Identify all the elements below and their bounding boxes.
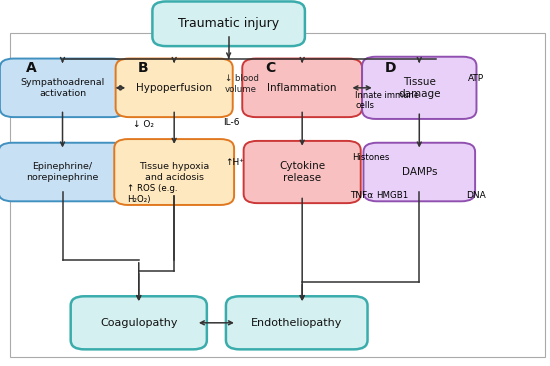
Text: ↓ O₂: ↓ O₂	[133, 120, 155, 129]
FancyBboxPatch shape	[364, 143, 475, 201]
Text: DNA: DNA	[466, 191, 486, 200]
Text: D: D	[385, 61, 397, 75]
Text: Tissue
damage: Tissue damage	[398, 77, 441, 99]
FancyBboxPatch shape	[71, 296, 207, 349]
Text: DAMPs: DAMPs	[402, 167, 437, 177]
FancyBboxPatch shape	[242, 59, 362, 117]
Text: TNFα: TNFα	[350, 191, 373, 200]
Text: HMGB1: HMGB1	[376, 191, 408, 200]
FancyBboxPatch shape	[226, 296, 367, 349]
Text: Tissue hypoxia
and acidosis: Tissue hypoxia and acidosis	[139, 162, 210, 182]
Text: Histones: Histones	[353, 153, 390, 162]
Text: Hypoperfusion: Hypoperfusion	[136, 83, 212, 93]
Text: ↓ blood
volume: ↓ blood volume	[224, 74, 258, 94]
Text: Inflammation: Inflammation	[267, 83, 337, 93]
FancyBboxPatch shape	[114, 139, 234, 205]
Text: IL-6: IL-6	[223, 118, 240, 127]
FancyBboxPatch shape	[0, 59, 125, 117]
Text: C: C	[266, 61, 276, 75]
Text: Innate immune
cells: Innate immune cells	[355, 91, 419, 111]
FancyBboxPatch shape	[116, 59, 233, 117]
Text: A: A	[25, 61, 36, 75]
Text: Traumatic injury: Traumatic injury	[178, 17, 279, 30]
FancyBboxPatch shape	[0, 143, 126, 201]
Text: Cytokine
release: Cytokine release	[279, 161, 325, 183]
FancyBboxPatch shape	[244, 141, 361, 203]
Text: Coagulopathy: Coagulopathy	[100, 318, 178, 328]
Text: Sympathoadrenal
activation: Sympathoadrenal activation	[20, 78, 104, 98]
Text: Endotheliopathy: Endotheliopathy	[251, 318, 343, 328]
Text: ATP: ATP	[468, 74, 485, 83]
Text: B: B	[138, 61, 148, 75]
FancyBboxPatch shape	[362, 57, 476, 119]
Text: ↑H⁺: ↑H⁺	[225, 158, 244, 167]
FancyBboxPatch shape	[152, 1, 305, 46]
Text: ↑ ROS (e.g.
H₂O₂): ↑ ROS (e.g. H₂O₂)	[127, 184, 177, 204]
Text: Epinephrine/
norepinephrine: Epinephrine/ norepinephrine	[26, 162, 98, 182]
